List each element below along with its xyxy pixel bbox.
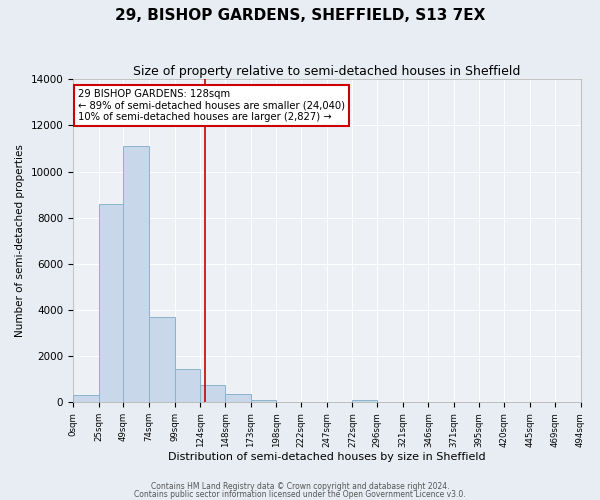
Text: Contains public sector information licensed under the Open Government Licence v3: Contains public sector information licen…: [134, 490, 466, 499]
Bar: [73, 396, 99, 402]
Text: 29, BISHOP GARDENS, SHEFFIELD, S13 7EX: 29, BISHOP GARDENS, SHEFFIELD, S13 7EX: [115, 8, 485, 22]
Bar: [175, 369, 200, 402]
Bar: [225, 394, 251, 402]
Bar: [149, 317, 175, 402]
X-axis label: Distribution of semi-detached houses by size in Sheffield: Distribution of semi-detached houses by …: [168, 452, 485, 462]
Title: Size of property relative to semi-detached houses in Sheffield: Size of property relative to semi-detach…: [133, 65, 520, 78]
Bar: [124, 146, 149, 403]
Text: 29 BISHOP GARDENS: 128sqm
← 89% of semi-detached houses are smaller (24,040)
10%: 29 BISHOP GARDENS: 128sqm ← 89% of semi-…: [78, 89, 345, 122]
Bar: [99, 204, 124, 402]
Bar: [251, 400, 277, 402]
Bar: [200, 385, 225, 402]
Text: Contains HM Land Registry data © Crown copyright and database right 2024.: Contains HM Land Registry data © Crown c…: [151, 482, 449, 491]
Bar: [352, 400, 377, 402]
Y-axis label: Number of semi-detached properties: Number of semi-detached properties: [15, 144, 25, 337]
